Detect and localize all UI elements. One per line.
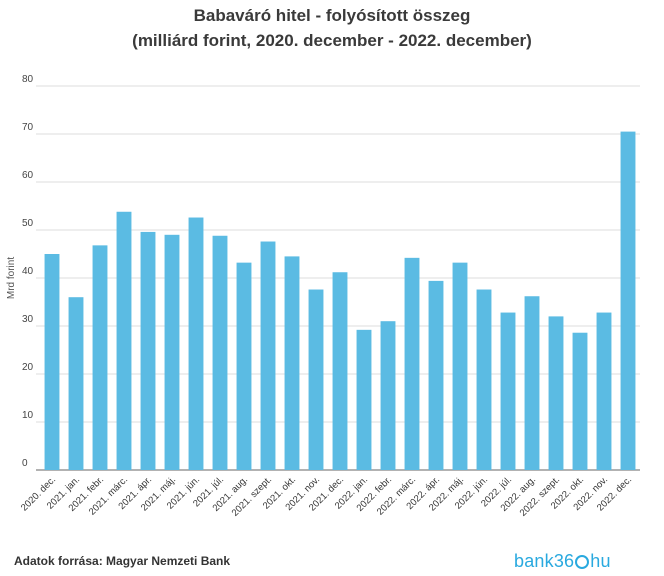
bar <box>164 234 180 470</box>
y-tick-label: 10 <box>22 410 34 421</box>
bar <box>572 332 588 470</box>
bar <box>332 272 348 470</box>
bar <box>284 256 300 470</box>
y-tick-label: 80 <box>22 74 34 85</box>
y-tick-label: 0 <box>22 458 28 469</box>
bar <box>212 235 228 470</box>
bar <box>548 316 564 470</box>
y-tick-label: 70 <box>22 122 34 133</box>
bar <box>428 280 444 470</box>
bar <box>68 297 84 470</box>
brand-logo[interactable]: bank36 hu <box>514 551 611 572</box>
y-tick-label: 20 <box>22 362 34 373</box>
y-tick-label: 50 <box>22 218 34 229</box>
bar <box>308 289 324 470</box>
bar <box>596 312 612 470</box>
bar <box>380 321 396 470</box>
bar <box>188 217 204 470</box>
bar <box>236 262 252 470</box>
data-source-note: Adatok forrása: Magyar Nemzeti Bank <box>14 554 231 568</box>
chart-subtitle: (milliárd forint, 2020. december - 2022.… <box>132 31 532 50</box>
bar <box>356 329 372 470</box>
y-axis-label: Mrd forint <box>6 257 17 299</box>
brand-ring-icon <box>575 555 590 570</box>
bar <box>476 289 492 470</box>
bar <box>260 241 276 470</box>
chart-title: Babaváró hitel - folyósított összeg <box>193 6 471 25</box>
brand-logo-text-right: hu <box>590 551 611 571</box>
brand-logo-text-left: bank36 <box>514 551 575 571</box>
y-tick-label: 60 <box>22 170 34 181</box>
y-tick-label: 30 <box>22 314 34 325</box>
bar <box>620 131 636 470</box>
bar <box>500 312 516 470</box>
bar <box>116 211 132 470</box>
bar <box>44 254 60 470</box>
bar <box>140 231 156 470</box>
bar <box>92 245 108 470</box>
bar <box>524 296 540 470</box>
bar <box>452 262 468 470</box>
y-tick-label: 40 <box>22 266 34 277</box>
bar <box>404 257 420 470</box>
